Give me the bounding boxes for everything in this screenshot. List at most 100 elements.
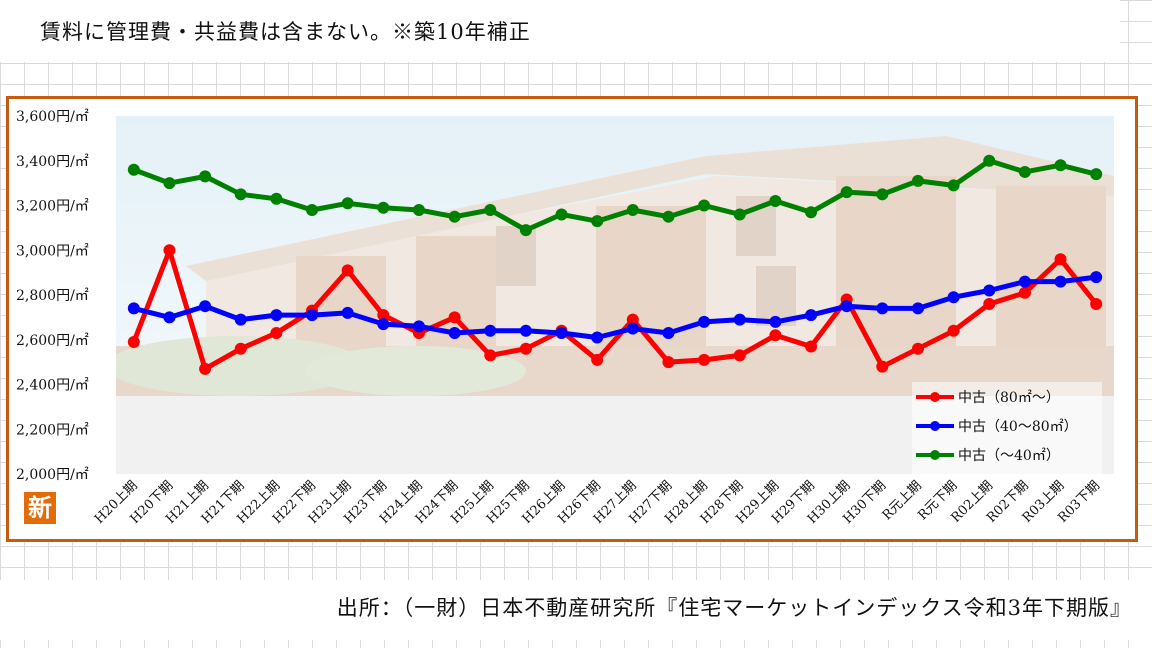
data-point (555, 327, 568, 340)
data-point (484, 349, 497, 362)
data-point (947, 291, 960, 304)
data-point (840, 186, 853, 199)
data-point (448, 327, 461, 340)
data-point (805, 340, 818, 353)
data-point (947, 179, 960, 192)
data-point (911, 342, 924, 355)
header-note-area: 賃料に管理費・共益費は含まない。※築10年補正 (0, 0, 1120, 62)
legend-item-40-80: 中古（40～80㎡） (916, 415, 1078, 437)
data-point (698, 315, 711, 328)
data-point (377, 309, 390, 322)
data-point (662, 356, 675, 369)
data-point (484, 203, 497, 216)
data-point (1090, 297, 1103, 310)
source-note-area: 出所：（一財）日本不動産研究所『住宅マーケットインデックス令和3年下期版』 (0, 580, 1152, 640)
series-layer (127, 154, 1103, 375)
legend-label: 中古（80㎡～） (958, 390, 1060, 406)
x-axis: H20上期H20下期H21上期H21下期H22上期H22下期H23上期H23下期… (92, 478, 1103, 527)
data-point (911, 174, 924, 187)
data-point (519, 342, 532, 355)
data-point (448, 311, 461, 324)
data-point (1018, 165, 1031, 178)
data-point (591, 215, 604, 228)
data-point (448, 210, 461, 223)
data-point (805, 206, 818, 219)
data-point (698, 199, 711, 212)
data-point (1054, 253, 1067, 266)
data-point (270, 309, 283, 322)
legend: 中古（80㎡～） 中古（40～80㎡） 中古（～40㎡） (912, 382, 1102, 474)
data-point (911, 302, 924, 315)
legend-item-40: 中古（～40㎡） (916, 444, 1060, 466)
data-point (1054, 159, 1067, 172)
data-point (377, 318, 390, 331)
data-point (199, 362, 212, 375)
data-point (1090, 271, 1103, 284)
legend-label: 中古（～40㎡） (958, 448, 1060, 464)
data-point (983, 297, 996, 310)
data-point (341, 197, 354, 210)
data-point (662, 327, 675, 340)
data-point (127, 335, 140, 348)
data-point (983, 284, 996, 297)
y-tick-label: 3,200円/㎡ (16, 199, 89, 215)
data-point (591, 353, 604, 366)
data-point (733, 349, 746, 362)
data-point (163, 311, 176, 324)
data-point (484, 324, 497, 337)
data-point (1018, 275, 1031, 288)
data-point (555, 208, 568, 221)
series-line-0 (131, 247, 1099, 372)
series-line-2 (132, 158, 1097, 233)
data-point (306, 203, 319, 216)
data-point (199, 300, 212, 313)
data-point (769, 315, 782, 328)
y-axis: 3,600円/㎡ 3,400円/㎡ 3,200円/㎡ 3,000円/㎡ 2,800円/㎡… (16, 109, 89, 483)
y-tick-label: 2,800円/㎡ (16, 288, 89, 304)
y-tick-label: 2,200円/㎡ (16, 422, 89, 438)
data-point (626, 203, 639, 216)
new-badge: 新 (24, 492, 56, 524)
y-tick-label: 3,400円/㎡ (16, 154, 89, 170)
y-tick-label: 2,600円/㎡ (16, 333, 89, 349)
data-point (519, 324, 532, 337)
y-tick-label: 2,400円/㎡ (16, 378, 89, 394)
data-point (733, 208, 746, 221)
data-point (163, 244, 176, 257)
source-note: 出所：（一財）日本不動産研究所『住宅マーケットインデックス令和3年下期版』 (336, 596, 1132, 620)
data-point (412, 203, 425, 216)
data-point (983, 154, 996, 167)
data-point (698, 353, 711, 366)
data-point (947, 324, 960, 337)
data-point (591, 331, 604, 344)
data-point (234, 188, 247, 201)
series-line-1 (133, 274, 1097, 340)
legend-swatch (916, 450, 954, 460)
y-tick-label: 2,000円/㎡ (16, 467, 89, 483)
data-point (163, 177, 176, 190)
data-point (876, 188, 889, 201)
data-point (733, 313, 746, 326)
data-point (1090, 168, 1103, 181)
legend-item-80: 中古（80㎡～） (916, 386, 1060, 408)
data-point (234, 313, 247, 326)
data-point (127, 302, 140, 315)
data-point (341, 264, 354, 277)
header-note: 賃料に管理費・共益費は含まない。※築10年補正 (40, 20, 531, 44)
data-point (306, 309, 319, 322)
data-point (840, 300, 853, 313)
data-point (270, 192, 283, 205)
data-point (234, 342, 247, 355)
data-point (876, 302, 889, 315)
data-point (662, 210, 675, 223)
data-point (1018, 286, 1031, 299)
data-point (769, 329, 782, 342)
data-point (412, 320, 425, 333)
y-tick-label: 3,000円/㎡ (16, 243, 89, 259)
data-point (769, 195, 782, 208)
y-tick-label: 3,600円/㎡ (16, 109, 89, 125)
data-point (519, 224, 532, 237)
data-point (805, 309, 818, 322)
data-point (270, 327, 283, 340)
